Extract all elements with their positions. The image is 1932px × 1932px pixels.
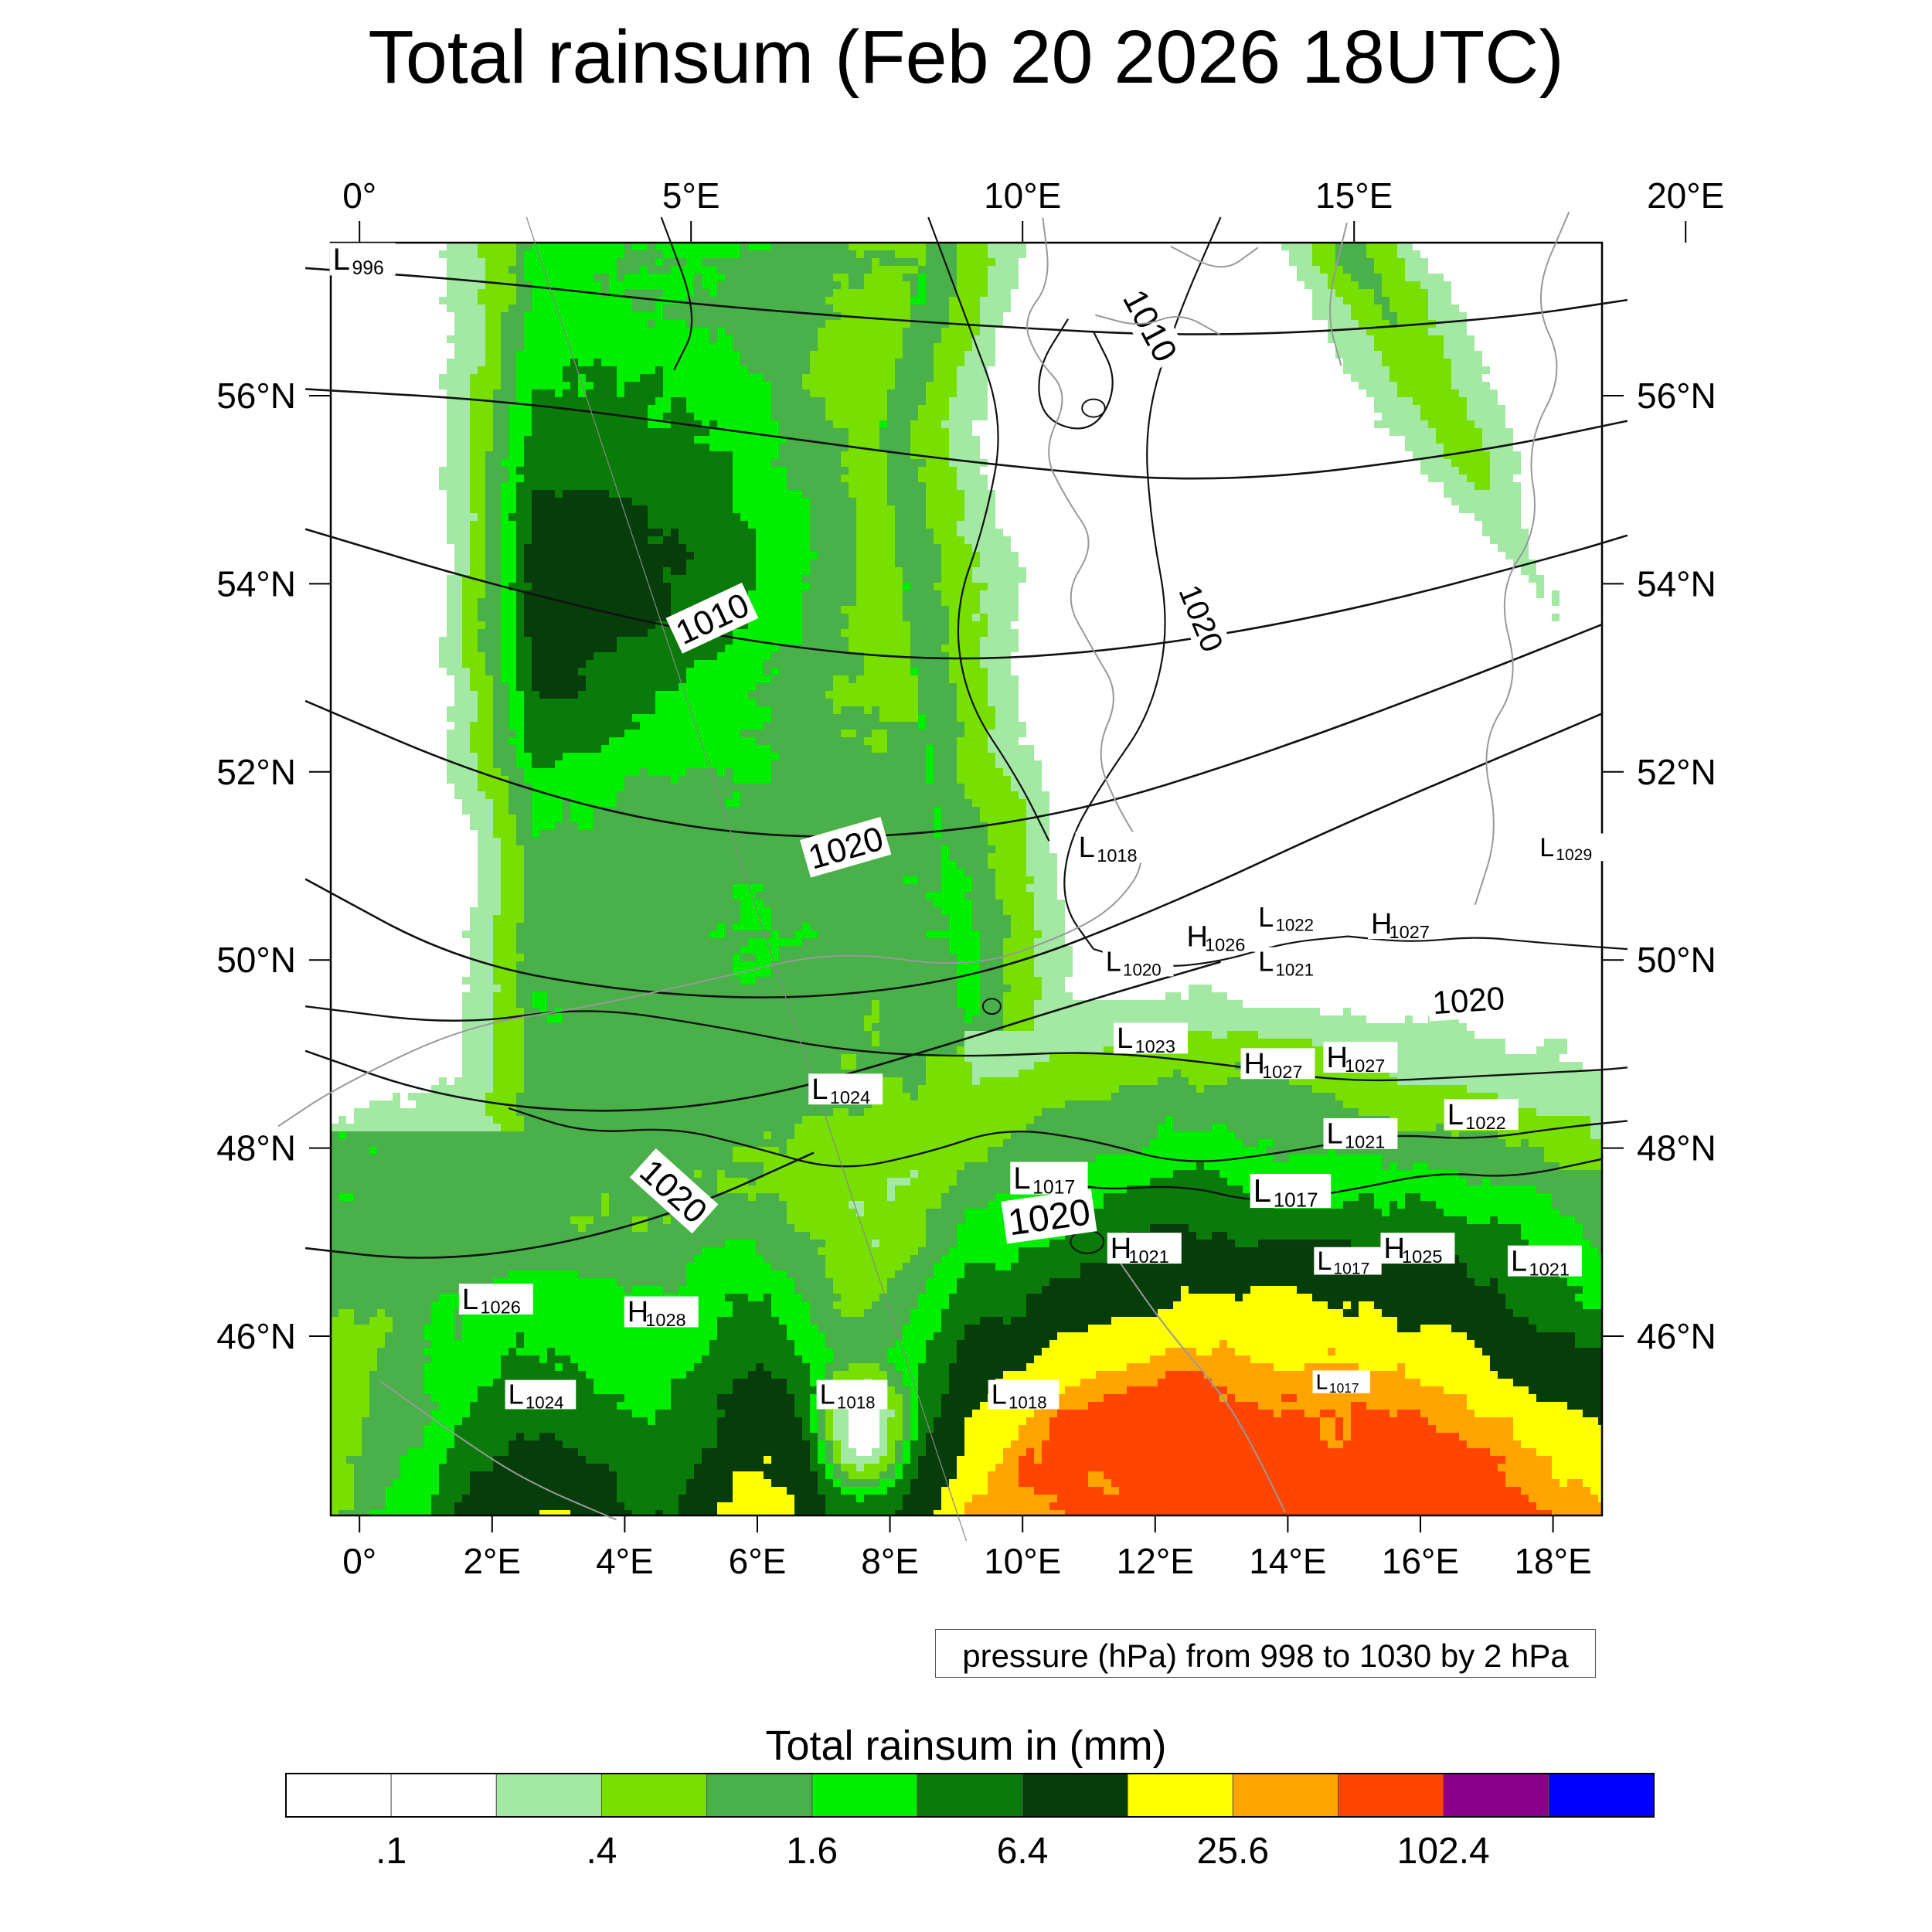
svg-text:L: L [1539, 833, 1554, 862]
svg-text:1027: 1027 [1389, 922, 1430, 942]
svg-text:6°E: 6°E [729, 1541, 787, 1581]
svg-text:L: L [1258, 901, 1274, 933]
svg-text:L: L [1317, 1247, 1332, 1276]
svg-text:1017: 1017 [1274, 1189, 1318, 1212]
svg-text:.1: .1 [376, 1831, 406, 1872]
svg-text:50°N: 50°N [216, 940, 296, 980]
svg-text:48°N: 48°N [216, 1128, 296, 1168]
svg-text:L: L [1106, 946, 1121, 978]
svg-text:4°E: 4°E [596, 1541, 654, 1581]
svg-text:56°N: 56°N [1637, 376, 1716, 416]
svg-text:L: L [1511, 1245, 1527, 1277]
svg-text:1021: 1021 [1128, 1247, 1168, 1267]
svg-text:L: L [1013, 1162, 1030, 1196]
svg-text:102.4: 102.4 [1397, 1831, 1490, 1872]
svg-text:1022: 1022 [1465, 1113, 1505, 1133]
svg-text:1023: 1023 [1135, 1036, 1175, 1056]
svg-text:1018: 1018 [1097, 845, 1137, 866]
svg-text:25.6: 25.6 [1197, 1831, 1269, 1872]
svg-text:1021: 1021 [1529, 1259, 1570, 1279]
svg-text:1020: 1020 [1123, 960, 1162, 979]
svg-text:L: L [1447, 1099, 1464, 1131]
svg-text:1010: 1010 [670, 586, 754, 652]
svg-text:L: L [1326, 1118, 1342, 1151]
svg-text:.4: .4 [586, 1831, 617, 1872]
svg-text:1028: 1028 [645, 1310, 685, 1330]
svg-text:12°E: 12°E [1117, 1541, 1194, 1581]
svg-text:2°E: 2°E [463, 1541, 521, 1581]
svg-text:18°E: 18°E [1514, 1541, 1591, 1581]
svg-text:1.6: 1.6 [786, 1831, 838, 1872]
svg-text:1026: 1026 [1205, 934, 1245, 954]
svg-text:L: L [1079, 832, 1095, 864]
svg-text:1024: 1024 [526, 1393, 564, 1412]
svg-text:1020: 1020 [1431, 980, 1505, 1021]
svg-text:996: 996 [352, 258, 383, 279]
svg-text:54°N: 54°N [1637, 563, 1716, 604]
svg-text:50°N: 50°N [1637, 940, 1716, 980]
svg-text:L: L [509, 1379, 524, 1410]
svg-text:0°: 0° [342, 175, 376, 216]
svg-text:5°E: 5°E [662, 175, 720, 216]
svg-text:14°E: 14°E [1249, 1541, 1326, 1581]
svg-text:1026: 1026 [480, 1298, 520, 1318]
svg-text:1018: 1018 [1009, 1393, 1047, 1412]
svg-text:48°N: 48°N [1637, 1128, 1716, 1168]
svg-text:L: L [1253, 1172, 1271, 1209]
svg-text:L: L [1117, 1022, 1133, 1055]
svg-text:8°E: 8°E [861, 1541, 919, 1581]
svg-text:L: L [1258, 946, 1274, 978]
svg-text:1010: 1010 [1115, 284, 1184, 368]
svg-text:1024: 1024 [830, 1087, 870, 1107]
svg-text:1021: 1021 [1345, 1132, 1385, 1152]
svg-text:52°N: 52°N [216, 752, 296, 792]
svg-text:46°N: 46°N [216, 1316, 296, 1356]
svg-text:6.4: 6.4 [997, 1831, 1049, 1872]
svg-text:1018: 1018 [837, 1393, 876, 1412]
svg-text:1025: 1025 [1402, 1247, 1442, 1267]
svg-text:L: L [1316, 1369, 1328, 1393]
svg-text:15°E: 15°E [1315, 175, 1393, 216]
svg-text:16°E: 16°E [1382, 1541, 1459, 1581]
svg-text:L: L [811, 1073, 828, 1106]
svg-text:L: L [820, 1379, 835, 1410]
svg-text:1027: 1027 [1345, 1056, 1385, 1076]
svg-text:10°E: 10°E [984, 1541, 1061, 1581]
svg-text:46°N: 46°N [1637, 1316, 1716, 1356]
svg-text:1029: 1029 [1556, 846, 1592, 864]
svg-text:56°N: 56°N [216, 376, 296, 416]
svg-text:L: L [333, 243, 350, 277]
svg-text:1017: 1017 [1333, 1260, 1369, 1277]
svg-text:L: L [462, 1284, 478, 1316]
svg-text:0°: 0° [342, 1541, 376, 1581]
svg-text:54°N: 54°N [216, 563, 296, 604]
svg-text:1020: 1020 [804, 820, 888, 877]
svg-text:1022: 1022 [1275, 916, 1314, 935]
svg-text:10°E: 10°E [984, 175, 1061, 216]
svg-text:1017: 1017 [1032, 1177, 1075, 1198]
svg-text:1017: 1017 [1329, 1380, 1359, 1396]
svg-text:1027: 1027 [1262, 1062, 1302, 1082]
svg-text:1021: 1021 [1275, 960, 1314, 979]
svg-text:L: L [992, 1379, 1007, 1410]
svg-text:20°E: 20°E [1647, 175, 1724, 216]
svg-text:52°N: 52°N [1637, 752, 1716, 792]
